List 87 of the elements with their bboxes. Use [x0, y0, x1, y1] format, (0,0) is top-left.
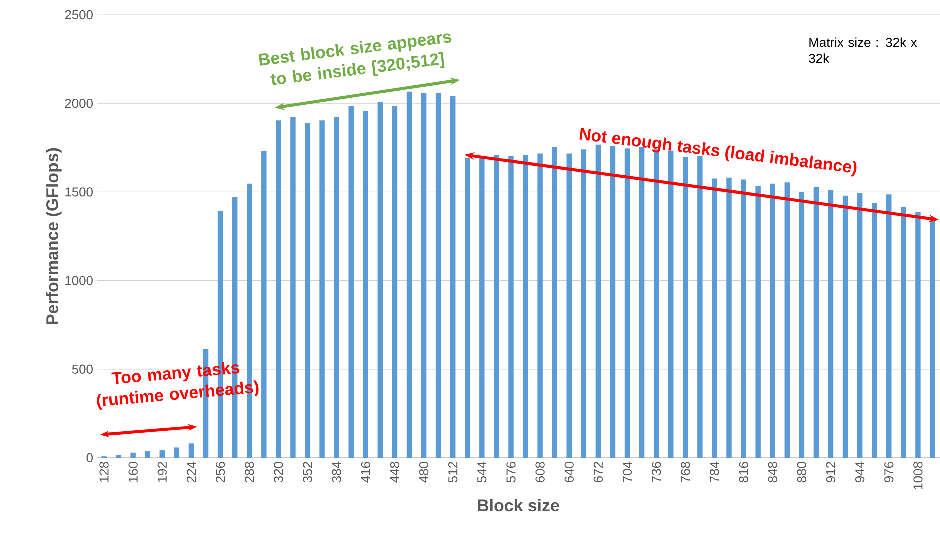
bar: [116, 455, 122, 458]
y-tick-label: 1500: [66, 188, 93, 197]
bar: [596, 144, 602, 458]
y-axis-title: Performance (GFlops): [46, 148, 62, 324]
x-tick-label: 768: [681, 462, 690, 482]
bar: [523, 155, 528, 458]
x-tick-label: 288: [245, 462, 254, 482]
bar: [392, 106, 398, 458]
bar: [566, 154, 572, 458]
bar: [188, 444, 194, 458]
bar: [552, 148, 558, 458]
bar: [901, 207, 906, 458]
bar: [290, 117, 296, 458]
bar: [145, 451, 150, 458]
bar: [262, 151, 267, 458]
x-tick-label: 880: [797, 462, 807, 483]
x-tick-label: 192: [158, 462, 167, 482]
bar: [508, 156, 514, 458]
bar: [886, 194, 892, 458]
bar: [712, 178, 718, 458]
y-tick-label: 0: [86, 453, 93, 463]
bar: [814, 187, 820, 458]
bar: [334, 117, 340, 458]
bar: [494, 155, 500, 458]
x-tick-label: 944: [855, 462, 865, 483]
x-tick-label: 848: [768, 462, 778, 483]
bar: [160, 450, 166, 458]
bar: [842, 196, 848, 458]
x-tick-label: 224: [186, 462, 196, 482]
bar: [784, 182, 790, 458]
y-tick-label: 2000: [65, 99, 93, 108]
bar: [538, 154, 543, 458]
x-tick-label: 608: [536, 462, 545, 482]
bar: [305, 123, 310, 458]
x-tick-label: 640: [564, 462, 574, 482]
x-axis-title: Block size: [478, 499, 560, 512]
x-tick-label: 512: [448, 462, 458, 483]
bar: [406, 92, 412, 458]
y-tick-label: 2500: [65, 10, 93, 20]
x-tick-label: 448: [390, 462, 400, 483]
bar: [698, 156, 703, 458]
x-tick-label: 976: [884, 462, 894, 483]
y-tick-label: 500: [72, 364, 93, 374]
x-tick-label: 128: [100, 462, 109, 482]
x-tick-label: 672: [594, 462, 604, 482]
annotation: Not enough tasks (load imbalance): [580, 128, 857, 177]
x-tick-label: 384: [332, 462, 342, 483]
x-tick-label: 256: [216, 462, 226, 482]
x-tick-label: 320: [274, 462, 284, 483]
x-tick-label: 480: [419, 462, 429, 483]
x-tick-label: 416: [361, 462, 370, 483]
bar: [828, 190, 834, 458]
x-tick-label: 160: [128, 462, 138, 482]
x-tick-label: 816: [739, 462, 748, 483]
bar: [756, 186, 761, 458]
x-tick-label: 912: [826, 462, 836, 483]
x-tick-label: 704: [622, 462, 632, 482]
annotation: Best block size appears to be inside [320;512]: [258, 34, 452, 86]
bar: [378, 102, 384, 458]
annotation: Matrix size : 32k x 32k: [809, 38, 918, 64]
x-tick-label: 352: [303, 462, 312, 483]
bar: [450, 96, 456, 458]
x-tick-label: 576: [506, 462, 516, 483]
bar: [174, 448, 180, 458]
bar: [130, 452, 136, 458]
x-tick-label: 784: [710, 462, 720, 482]
x-tick-label: 736: [652, 462, 662, 482]
bar: [916, 212, 921, 458]
bar: [421, 93, 427, 458]
bar: [741, 180, 746, 458]
y-tick-label: 1000: [66, 276, 93, 286]
x-tick-label: 544: [478, 462, 487, 483]
bar: [480, 158, 485, 458]
bar: [348, 106, 354, 458]
bar: [799, 192, 805, 458]
x-tick-label: 1008: [914, 462, 923, 490]
bar: [581, 150, 587, 458]
bar: [726, 178, 732, 458]
bar: [770, 184, 776, 458]
bar: [872, 204, 878, 458]
bar: [436, 93, 442, 458]
bar: [857, 193, 863, 458]
annotation: Too many tasks (runtime overheads): [97, 362, 259, 410]
bar: [683, 157, 688, 458]
bar: [320, 120, 325, 458]
bar: [276, 120, 282, 458]
bar: [363, 111, 369, 458]
